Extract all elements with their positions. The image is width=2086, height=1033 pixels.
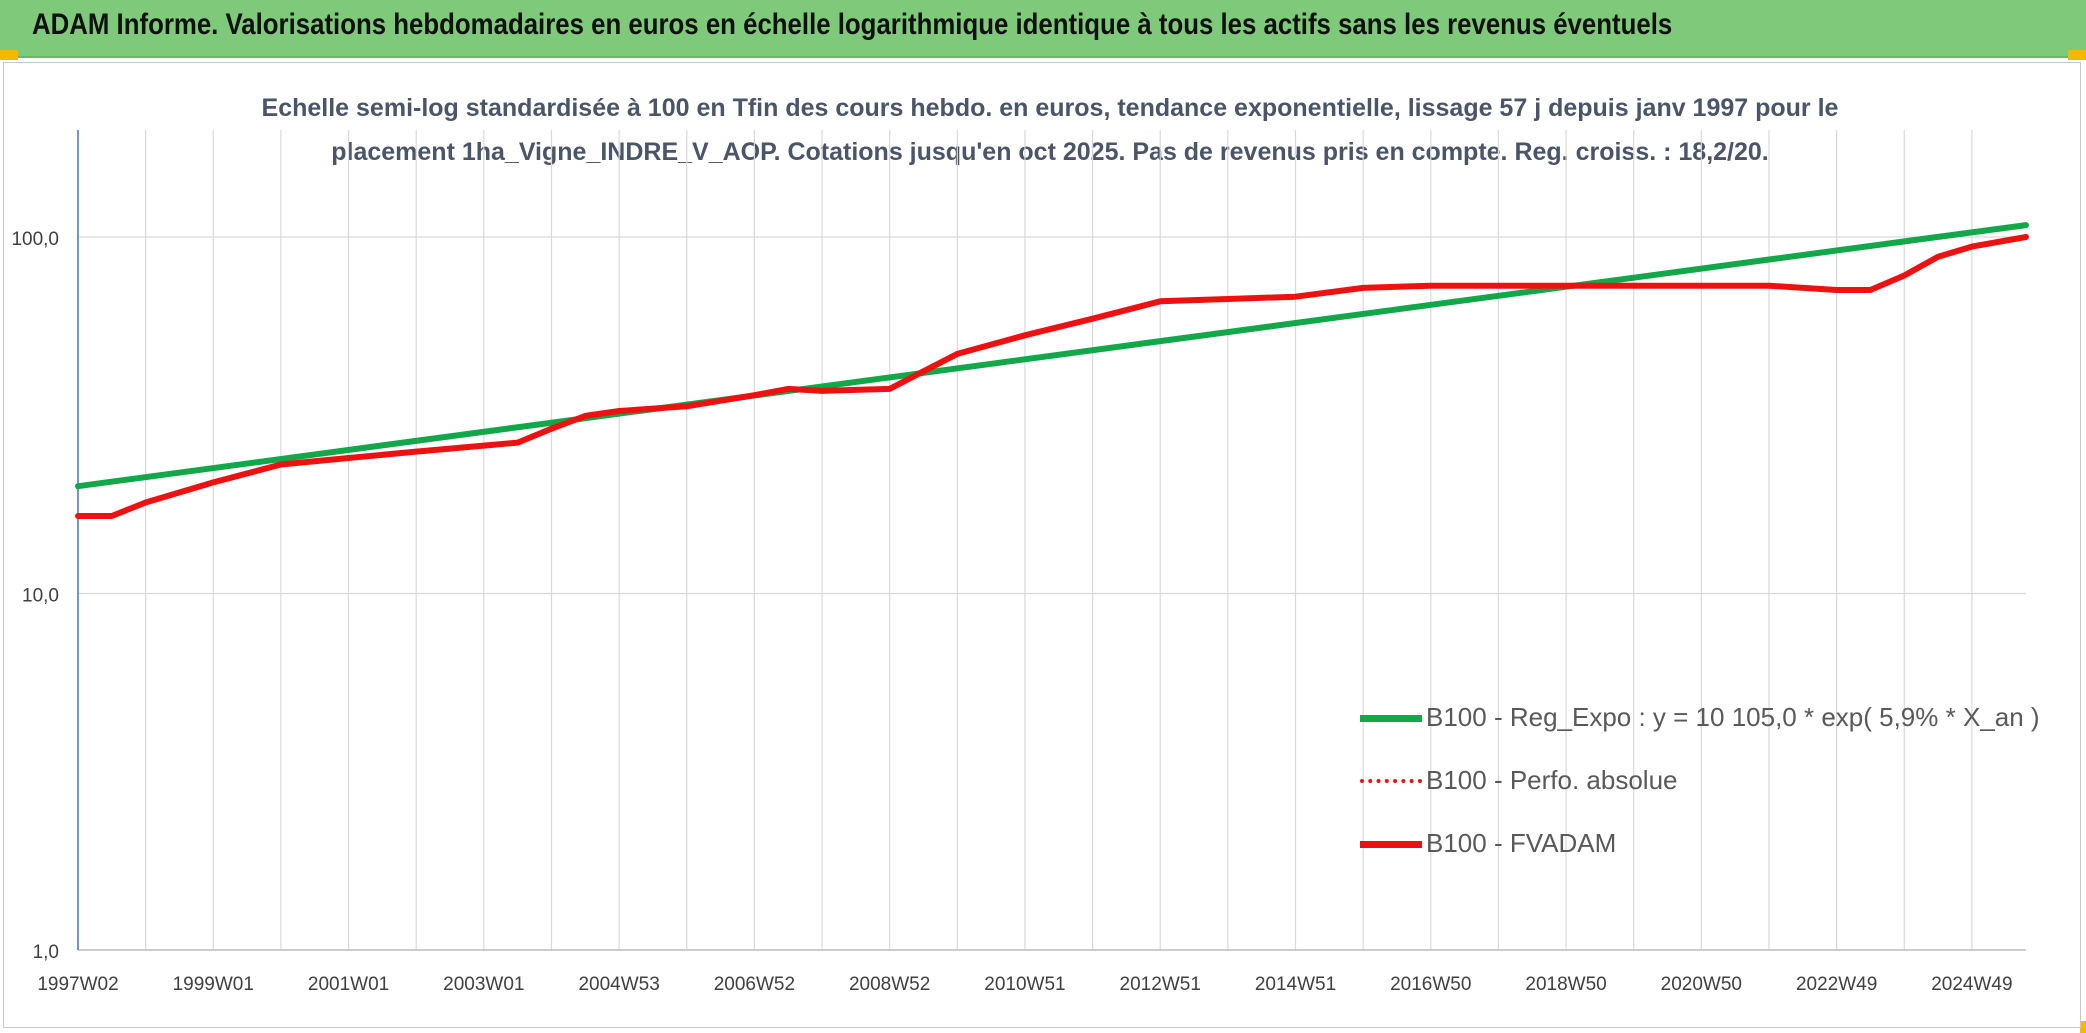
- legend-item-perfo-absolue: B100 - Perfo. absolue: [1360, 749, 2040, 812]
- x-tick-label: 2016W50: [1390, 974, 1471, 995]
- corner-marker-right: [2068, 50, 2086, 60]
- chart-legend: B100 - Reg_Expo : y = 10 105,0 * exp( 5,…: [1360, 686, 2040, 875]
- x-tick-label: 2014W51: [1255, 974, 1336, 995]
- x-tick-label: 2006W52: [714, 974, 795, 995]
- report-title: ADAM Informe. Valorisations hebdomadaire…: [32, 8, 1673, 41]
- x-tick-label: 2012W51: [1120, 974, 1201, 995]
- corner-marker-left: [0, 50, 18, 60]
- y-tick-label: 10,0: [22, 586, 59, 607]
- chart-title-line-2: placement 1ha_Vigne_INDRE_V_AOP. Cotatio…: [331, 138, 1769, 166]
- corner-marker-bottom-right: [2080, 1021, 2086, 1033]
- x-tick-label: 2004W53: [578, 974, 659, 995]
- legend-swatch-red-solid: [1360, 834, 1422, 854]
- legend-item-reg-expo: B100 - Reg_Expo : y = 10 105,0 * exp( 5,…: [1360, 686, 2040, 749]
- legend-label-perfo-absolue: B100 - Perfo. absolue: [1426, 765, 1678, 795]
- trend-line-reg-expo: [75, 222, 2029, 490]
- x-tick-label: 1999W01: [173, 974, 254, 995]
- x-tick-label: 2018W50: [1525, 974, 1606, 995]
- x-tick-label: 2020W50: [1661, 974, 1742, 995]
- legend-swatch-green-solid: [1360, 708, 1422, 728]
- report-header: ADAM Informe. Valorisations hebdomadaire…: [0, 0, 2086, 58]
- y-tick-label: 100,0: [11, 229, 59, 250]
- x-tick-label: 2008W52: [849, 974, 930, 995]
- series-line-fvadam: [75, 234, 2029, 519]
- chart-title: Echelle semi-log standardisée à 100 en T…: [200, 86, 1900, 174]
- x-tick-label: 1997W02: [37, 974, 118, 995]
- legend-item-fvadam: B100 - FVADAM: [1360, 812, 2040, 875]
- x-tick-label: 2001W01: [308, 974, 389, 995]
- chart-frame: [3, 62, 2081, 1028]
- legend-label-reg-expo: B100 - Reg_Expo : y = 10 105,0 * exp( 5,…: [1426, 702, 2040, 732]
- x-tick-label: 2003W01: [443, 974, 524, 995]
- y-tick-label: 1,0: [33, 942, 59, 963]
- x-tick-label: 2024W49: [1931, 974, 2012, 995]
- chart-title-line-1: Echelle semi-log standardisée à 100 en T…: [261, 94, 1839, 122]
- legend-swatch-red-dotted: [1360, 771, 1422, 791]
- x-tick-label: 2010W51: [984, 974, 1065, 995]
- legend-label-fvadam: B100 - FVADAM: [1426, 828, 1617, 858]
- x-tick-label: 2022W49: [1796, 974, 1877, 995]
